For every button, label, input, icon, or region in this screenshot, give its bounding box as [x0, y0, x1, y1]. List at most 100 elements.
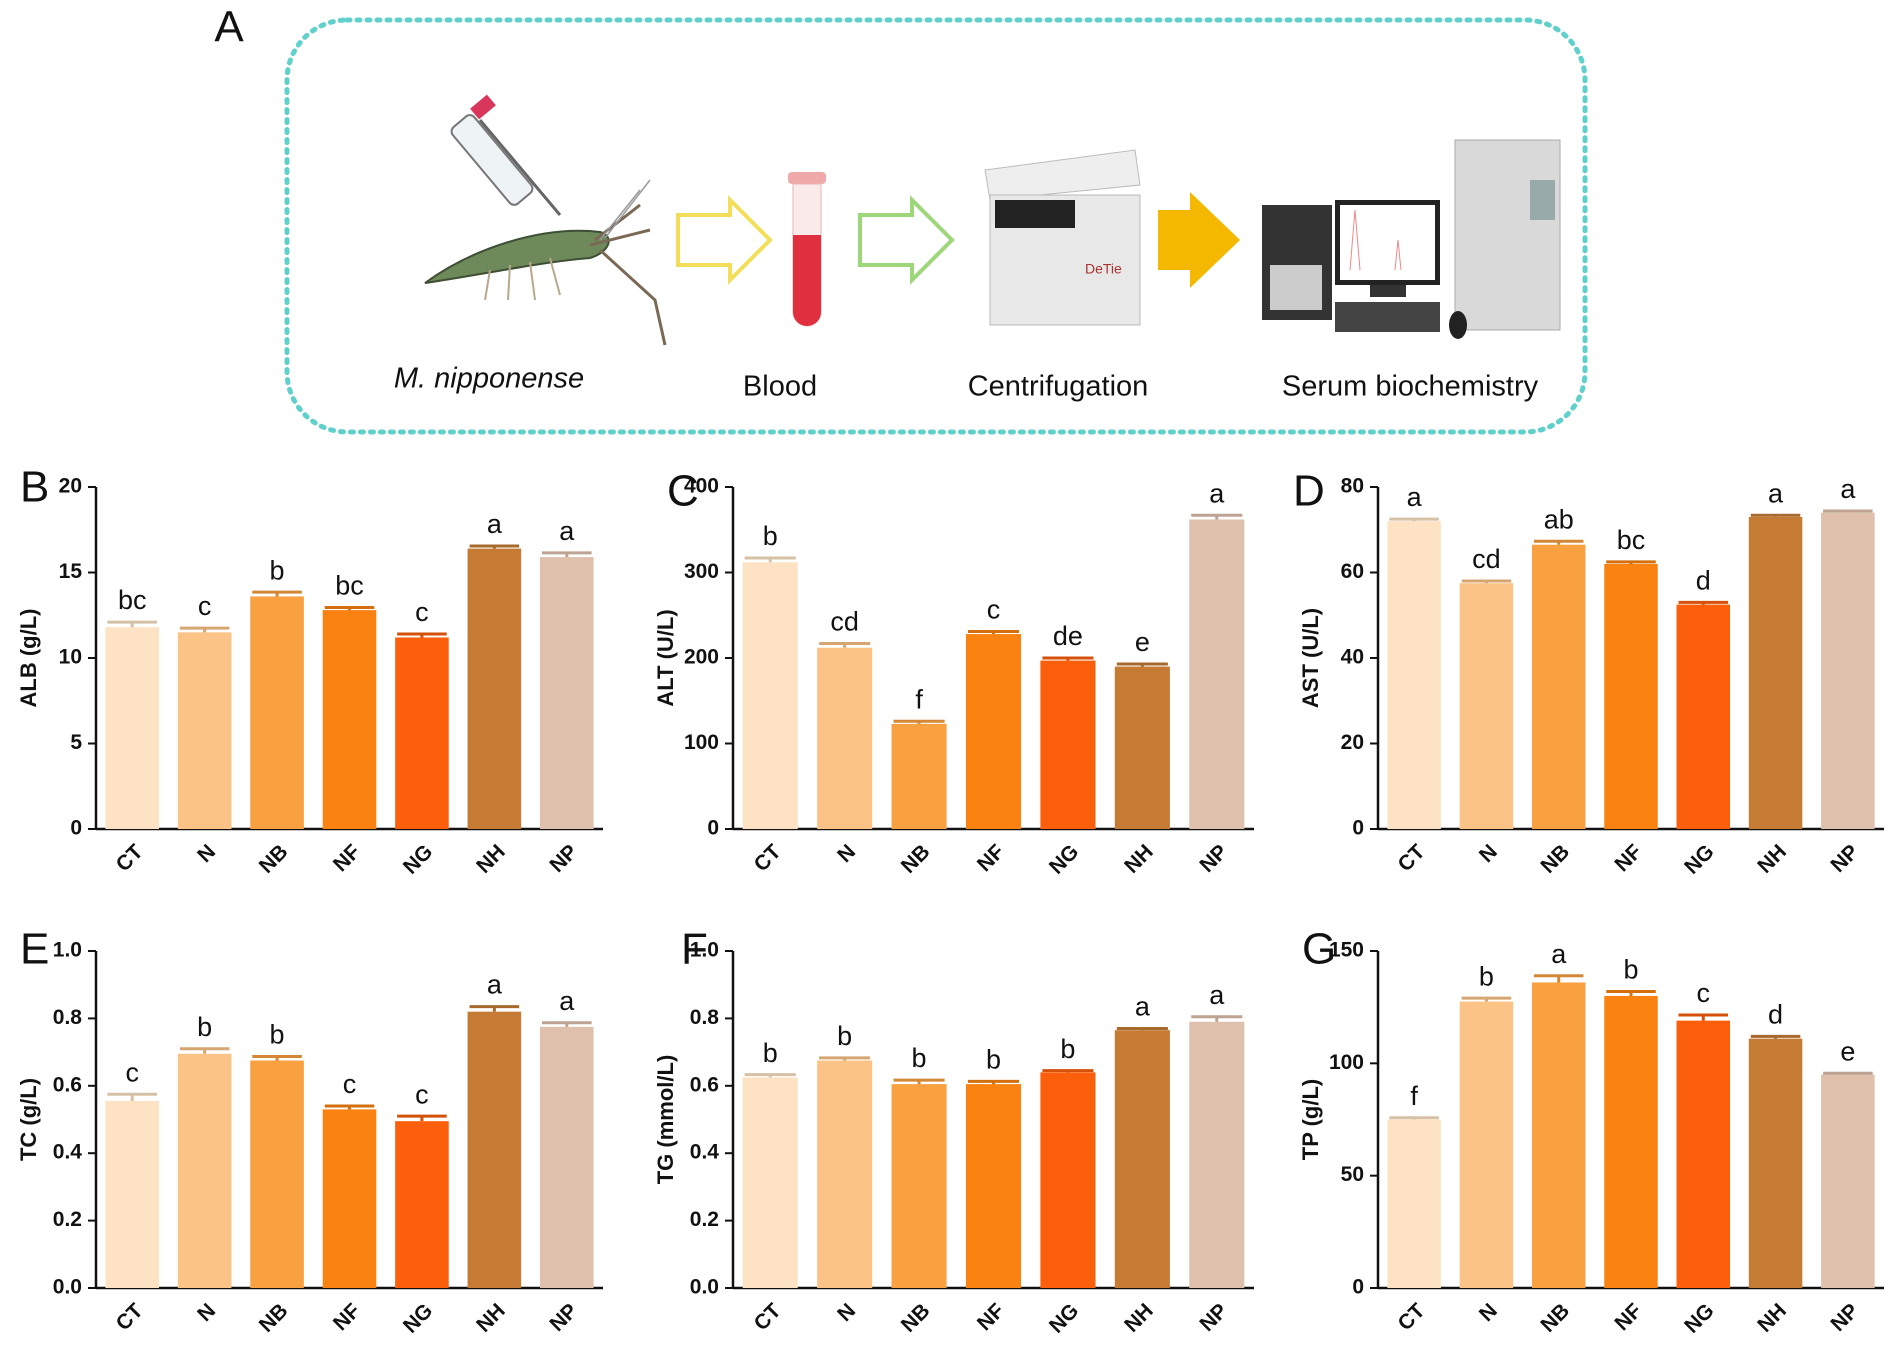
y-tick-label: 0.6	[690, 1073, 719, 1096]
bar	[467, 548, 522, 829]
error-bar	[324, 1104, 375, 1110]
error-bar	[744, 1073, 796, 1078]
bar	[395, 637, 449, 829]
bar	[395, 1121, 449, 1288]
step-label: Blood	[743, 371, 817, 403]
y-tick-label: 15	[59, 560, 83, 583]
y-tick-label: 20	[1341, 731, 1364, 754]
panel-label: B	[20, 463, 49, 512]
y-tick-label: 0	[70, 817, 82, 840]
x-tick-label: CT	[112, 1299, 148, 1335]
bar	[742, 562, 798, 829]
significance-letter: ab	[1544, 504, 1574, 534]
significance-letter: b	[837, 1021, 852, 1051]
bar	[817, 1060, 873, 1288]
x-tick-label: NH	[1120, 1299, 1158, 1337]
y-tick-label: 60	[1341, 560, 1364, 583]
bar	[1189, 519, 1245, 829]
bar	[250, 596, 304, 829]
significance-letter: b	[986, 1045, 1001, 1075]
bar	[177, 1053, 232, 1288]
x-tick-label: NF	[329, 840, 365, 876]
bar	[1459, 583, 1514, 829]
x-tick-label: CT	[750, 840, 786, 876]
error-bar	[252, 590, 302, 597]
x-tick-label: CT	[112, 840, 148, 876]
error-bar	[744, 556, 796, 563]
x-tick-label: NG	[1680, 1299, 1719, 1338]
x-tick-label: NP	[1826, 1299, 1863, 1336]
bar	[965, 634, 1022, 829]
y-tick-label: 40	[1341, 646, 1364, 669]
bar	[250, 1060, 304, 1288]
y-tick-label: 0.6	[53, 1073, 82, 1096]
error-bar	[397, 632, 447, 638]
error-bar	[179, 1047, 230, 1054]
bar	[105, 627, 160, 829]
bar	[467, 1011, 522, 1288]
error-bar	[893, 1078, 945, 1085]
y-tick-label: 400	[684, 475, 719, 498]
error-bar	[1678, 600, 1729, 605]
y-tick-label: 0	[1352, 817, 1364, 840]
x-tick-label: NP	[1195, 840, 1232, 877]
x-tick-label: N	[833, 1299, 860, 1326]
error-bar	[107, 1092, 158, 1101]
bar	[1189, 1021, 1245, 1288]
bar	[1748, 1038, 1803, 1288]
error-bar	[1533, 974, 1584, 983]
error-bar	[1461, 579, 1512, 584]
bar	[1114, 1030, 1170, 1288]
y-axis-label: ALT (U/L)	[653, 609, 678, 706]
y-tick-label: 150	[1329, 939, 1364, 962]
significance-letter: a	[559, 516, 575, 546]
y-tick-label: 0.0	[690, 1276, 719, 1299]
bar	[1531, 544, 1586, 829]
x-tick-label: N	[1475, 1299, 1502, 1326]
x-tick-label: NP	[1826, 840, 1863, 877]
bar	[1114, 666, 1170, 829]
y-tick-label: 0	[1352, 1276, 1364, 1299]
x-tick-label: N	[1475, 840, 1502, 867]
x-tick-label: N	[833, 840, 860, 867]
significance-letter: b	[1623, 955, 1638, 985]
significance-letter: d	[1768, 999, 1783, 1029]
error-bar	[967, 629, 1020, 635]
panel-label: A	[214, 3, 244, 52]
bar	[322, 610, 377, 829]
error-bar	[324, 606, 375, 611]
significance-letter: a	[1840, 474, 1856, 504]
significance-letter: a	[1209, 478, 1225, 508]
x-tick-label: NP	[1195, 1299, 1232, 1336]
y-tick-label: 0.2	[53, 1208, 82, 1231]
x-tick-label: NF	[329, 1299, 365, 1335]
significance-letter: a	[1768, 478, 1784, 508]
x-tick-label: NB	[255, 1299, 293, 1337]
error-bar	[469, 544, 520, 549]
error-bar	[1678, 1013, 1729, 1021]
error-bar	[1750, 1034, 1801, 1039]
y-tick-label: 0.8	[690, 1006, 720, 1029]
y-tick-label: 50	[1341, 1163, 1364, 1186]
significance-letter: bc	[118, 585, 147, 615]
bar	[1387, 521, 1441, 829]
significance-letter: b	[1479, 961, 1494, 991]
significance-letter: a	[1209, 980, 1225, 1010]
bar	[1531, 982, 1586, 1288]
error-bar	[967, 1079, 1020, 1085]
significance-letter: a	[1135, 992, 1151, 1022]
error-bar	[179, 626, 230, 633]
y-tick-label: 0.4	[690, 1141, 720, 1164]
step-label: Serum biochemistry	[1282, 371, 1539, 403]
bar	[1676, 604, 1731, 829]
error-bar	[1533, 539, 1584, 545]
y-tick-label: 10	[59, 646, 82, 669]
significance-letter: b	[270, 1020, 285, 1050]
y-tick-label: 20	[59, 475, 82, 498]
significance-letter: a	[1407, 482, 1423, 512]
significance-letter: b	[1060, 1034, 1075, 1064]
y-tick-label: 5	[70, 731, 82, 754]
bar	[1387, 1119, 1441, 1288]
y-tick-label: 0.0	[53, 1276, 82, 1299]
